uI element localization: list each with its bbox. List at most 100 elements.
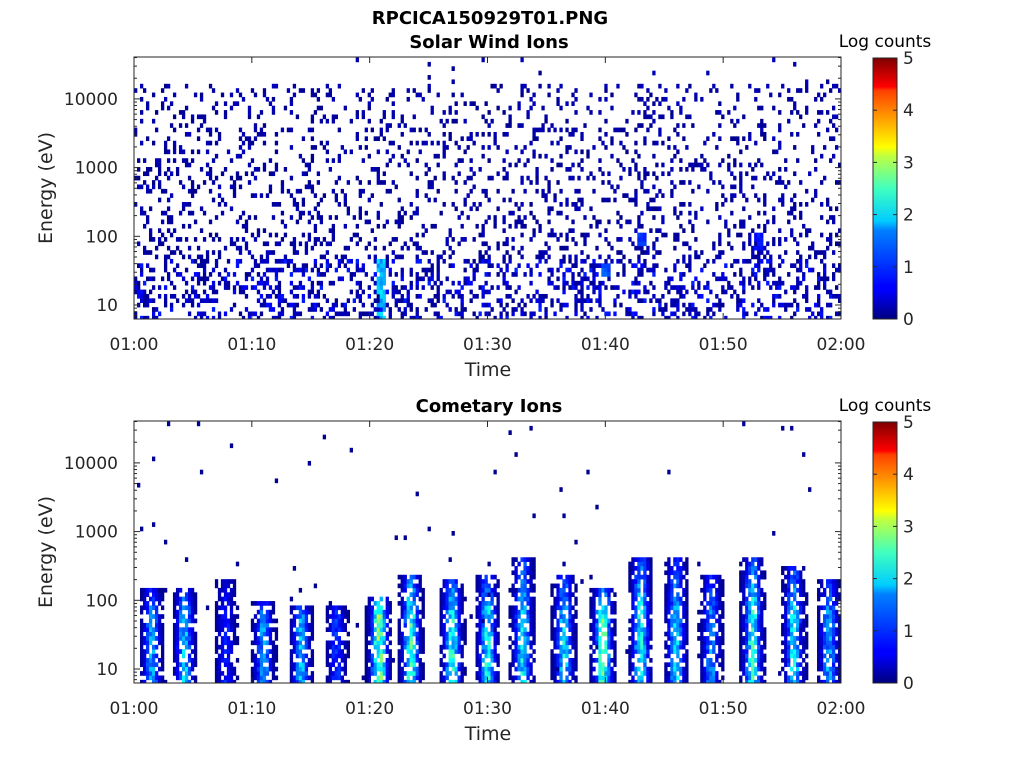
heatmap-cell <box>421 267 425 273</box>
heatmap-cell <box>139 662 144 668</box>
heatmap-cell <box>274 140 279 146</box>
heatmap-cell <box>454 162 458 168</box>
heatmap-cell <box>493 223 497 229</box>
heatmap-cell <box>523 188 527 194</box>
heatmap-cell <box>331 640 336 646</box>
heatmap-cell <box>343 245 347 251</box>
heatmap-cell <box>331 96 336 102</box>
heatmap-cell <box>682 96 686 102</box>
heatmap-cell <box>400 631 404 637</box>
heatmap-cell <box>550 267 554 273</box>
heatmap-cell <box>460 627 464 632</box>
heatmap-cell <box>367 653 371 659</box>
heatmap-cell <box>214 609 219 615</box>
heatmap-cell <box>646 622 650 628</box>
heatmap-cell <box>619 127 623 133</box>
heatmap-cell <box>796 110 800 115</box>
heatmap-cell <box>568 618 572 624</box>
heatmap-cell <box>583 298 587 304</box>
heatmap-cell <box>538 250 542 255</box>
heatmap-cell <box>322 237 327 242</box>
heatmap-cell <box>235 237 240 242</box>
heatmap-cell <box>742 289 746 295</box>
heatmap-cell <box>322 193 327 198</box>
heatmap-cell <box>265 601 270 606</box>
heatmap-cell <box>154 307 159 312</box>
heatmap-cell <box>316 180 321 185</box>
heatmap-cell <box>238 289 243 295</box>
heatmap-cell <box>637 96 641 102</box>
heatmap-cell <box>667 315 671 320</box>
heatmap-cell <box>313 92 318 98</box>
heatmap-cell <box>613 640 617 646</box>
heatmap-cell <box>649 675 653 681</box>
heatmap-cell <box>649 583 653 589</box>
heatmap-cell <box>532 649 536 654</box>
heatmap-cell <box>568 579 572 584</box>
heatmap-cell <box>298 280 303 286</box>
heatmap-cell <box>271 675 276 681</box>
heatmap-cell <box>460 302 464 308</box>
heatmap-cell <box>769 285 773 290</box>
heatmap-cell <box>460 293 464 299</box>
heatmap-cell <box>736 96 740 102</box>
heatmap-cell <box>463 267 467 273</box>
heatmap-cell <box>367 219 371 225</box>
heatmap-cell <box>166 276 171 282</box>
heatmap-cell <box>592 618 596 624</box>
heatmap-cell <box>421 592 425 597</box>
heatmap-cell <box>610 605 614 611</box>
heatmap-cell <box>550 605 554 611</box>
heatmap-cell <box>520 202 524 207</box>
heatmap-cell <box>574 622 578 628</box>
heatmap-cell <box>454 206 458 212</box>
heatmap-cell <box>646 618 650 624</box>
heatmap-cell <box>514 605 518 611</box>
heatmap-cell <box>277 258 282 264</box>
heatmap-cell <box>832 263 836 268</box>
heatmap-cell <box>214 583 219 589</box>
heatmap-cell <box>544 258 548 264</box>
heatmap-cell <box>142 289 147 295</box>
heatmap-cell <box>547 180 551 185</box>
heatmap-cell <box>184 666 189 672</box>
heatmap-cell <box>811 149 815 155</box>
heatmap-cell <box>436 298 440 304</box>
heatmap-cell <box>565 622 569 628</box>
heatmap-cell <box>637 566 641 571</box>
heatmap-cell <box>139 627 144 632</box>
heatmap-cell <box>403 671 407 676</box>
heatmap-cell <box>331 644 336 650</box>
heatmap-cell <box>481 596 485 602</box>
heatmap-cell <box>733 272 737 277</box>
heatmap-cell <box>232 289 237 295</box>
heatmap-cell <box>277 302 282 308</box>
heatmap-cell <box>142 627 147 632</box>
heatmap-cell <box>805 228 809 233</box>
heatmap-cell <box>445 592 449 597</box>
heatmap-cell <box>148 267 153 273</box>
heatmap-cell <box>730 193 734 198</box>
heatmap-cell <box>619 302 623 308</box>
heatmap-cell <box>505 250 509 255</box>
heatmap-cell <box>526 592 530 597</box>
heatmap-cell <box>742 285 746 290</box>
heatmap-cell <box>820 96 824 102</box>
heatmap-cell <box>457 649 461 654</box>
heatmap-cell <box>481 57 485 63</box>
heatmap-cell <box>574 88 578 93</box>
heatmap-cell <box>481 583 485 589</box>
heatmap-cell <box>262 302 267 308</box>
heatmap-cell <box>556 636 560 641</box>
heatmap-cell <box>574 644 578 650</box>
heatmap-cell <box>400 215 404 220</box>
heatmap-cell <box>550 657 554 663</box>
heatmap-cell <box>139 110 144 115</box>
heatmap-cell <box>304 263 309 268</box>
heatmap-cell <box>166 272 171 277</box>
heatmap-cell <box>457 631 461 637</box>
heatmap-cell <box>574 285 578 290</box>
heatmap-cell <box>595 636 599 641</box>
heatmap-cell <box>280 127 285 133</box>
heatmap-cell <box>262 679 267 684</box>
